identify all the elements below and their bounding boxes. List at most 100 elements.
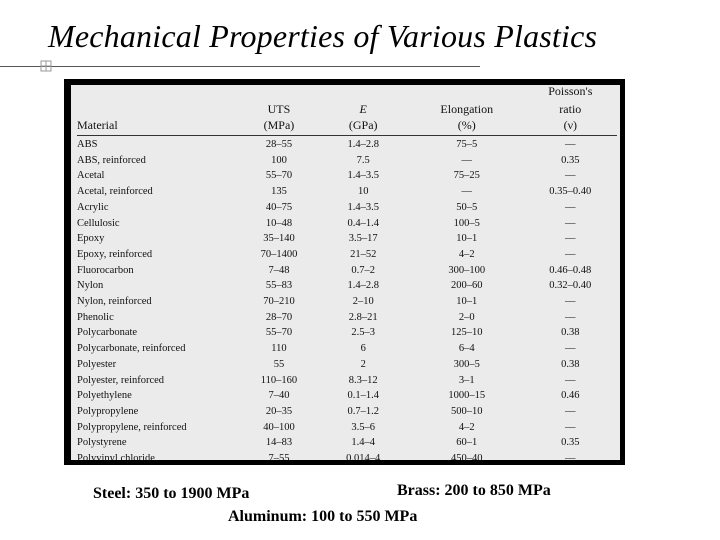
cell-e: 21–52 — [350, 248, 377, 260]
table-row: Acetal 55–70 1.4–3.5 75–25 — — [77, 168, 617, 184]
cell-poisson: — — [565, 296, 576, 308]
cell-elongation: 1000–15 — [448, 390, 486, 402]
cell-uts: 55–70 — [265, 327, 293, 339]
cell-material: Fluorocarbon — [77, 264, 134, 276]
header-uts-unit: (MPa) — [263, 118, 295, 132]
table-row: Epoxy, reinforced 70–1400 21–52 4–2 — — [77, 247, 617, 263]
header-elongation: Elongation — [440, 102, 494, 116]
cell-poisson: — — [565, 374, 576, 386]
header-poisson-line2: ratio — [559, 102, 582, 116]
header-uts: UTS — [267, 102, 291, 116]
cell-elongation: 50–5 — [456, 201, 478, 213]
table-row: Acrylic 40–75 1.4–3.5 50–5 — — [77, 200, 617, 216]
cell-uts: 20–35 — [265, 405, 293, 417]
table-row: Polycarbonate, reinforced 110 6 6–4 — — [77, 341, 617, 357]
cell-uts: 110–160 — [260, 374, 298, 386]
cell-material: Epoxy, reinforced — [77, 248, 153, 260]
cell-uts: 7–48 — [268, 264, 290, 276]
cell-poisson: — — [565, 170, 576, 182]
table-row: Epoxy 35–140 3.5–17 10–1 — — [77, 231, 617, 247]
title-divider — [0, 66, 480, 67]
cell-elongation: 500–10 — [450, 405, 483, 417]
header-poisson-line1: Poisson's — [548, 85, 593, 98]
slide-title: Mechanical Properties of Various Plastic… — [48, 18, 598, 54]
cell-uts: 70–210 — [263, 296, 295, 308]
cell-elongation: 75–5 — [456, 139, 478, 150]
brass-note: Brass: 200 to 850 MPa — [397, 482, 551, 499]
cell-e: 6 — [360, 343, 366, 355]
cell-e: 2.5–3 — [351, 327, 376, 339]
cell-poisson: — — [565, 201, 576, 213]
cell-material: Nylon — [77, 280, 104, 292]
cell-poisson: 0.46 — [561, 390, 580, 402]
cell-uts: 100 — [271, 154, 287, 166]
table-row: Fluorocarbon 7–48 0.7–2 300–100 0.46–0.48 — [77, 263, 617, 279]
cell-uts: 55 — [273, 358, 285, 370]
table-image-frame: Poisson's UTS E Elongation ratio Materia… — [64, 79, 625, 465]
cell-elongation: — — [461, 186, 472, 198]
cell-poisson: 0.35–0.40 — [549, 186, 592, 198]
header-elongation-unit: (%) — [457, 118, 476, 132]
header-e-unit: (GPa) — [348, 118, 378, 132]
cell-elongation: 2–0 — [458, 311, 475, 323]
table-body: ABS 28–55 1.4–2.8 75–5 — ABS, reinforced 100 7.… — [77, 137, 617, 460]
cell-e: 3.5–6 — [351, 421, 376, 433]
cell-material: Polyethylene — [77, 390, 132, 402]
cell-uts: 35–140 — [263, 233, 295, 245]
cell-poisson: — — [565, 421, 576, 433]
cell-uts: 40–100 — [263, 421, 295, 433]
cell-uts: 55–83 — [265, 280, 293, 292]
cell-e: 1.4–2.8 — [347, 139, 379, 150]
table-row: Polyvinyl chloride 7–55 0.014–4 450–40 — — [77, 451, 617, 460]
cell-elongation: 4–2 — [458, 421, 475, 433]
table-row: Nylon 55–83 1.4–2.8 200–60 0.32–0.40 — [77, 278, 617, 294]
cell-material: ABS — [77, 139, 98, 150]
cell-e: 0.1–1.4 — [347, 390, 379, 402]
cell-uts: 10–48 — [265, 217, 293, 229]
cell-e: 1.4–3.5 — [347, 170, 379, 182]
cell-material: Cellulosic — [77, 217, 120, 229]
cell-e: 10 — [357, 186, 369, 198]
cell-e: 2–10 — [352, 296, 374, 308]
cell-elongation: 125–10 — [450, 327, 483, 339]
cell-material: Polystyrene — [77, 437, 127, 449]
cell-elongation: 300–5 — [453, 358, 480, 370]
cell-material: Phenolic — [77, 311, 114, 323]
cell-e: 1.4–2.8 — [347, 280, 379, 292]
cell-material: Polyester — [77, 358, 117, 370]
cell-e: 3.5–17 — [348, 233, 378, 245]
table-row: Polycarbonate 55–70 2.5–3 125–10 0.38 — [77, 325, 617, 341]
cell-elongation: 4–2 — [458, 248, 475, 260]
cell-e: 8.3–12 — [348, 374, 378, 386]
cell-poisson: — — [565, 233, 576, 245]
table-row: ABS, reinforced 100 7.5 — 0.35 — [77, 153, 617, 169]
cell-poisson: 0.35 — [561, 154, 580, 166]
cell-uts: 7–40 — [268, 390, 290, 402]
cell-material: Epoxy — [77, 233, 105, 245]
cell-uts: 70–1400 — [260, 248, 298, 260]
plastics-properties-table: Poisson's UTS E Elongation ratio Materia… — [77, 85, 617, 460]
cell-e: 2.8–21 — [348, 311, 378, 323]
table-row: Polypropylene 20–35 0.7–1.2 500–10 — — [77, 404, 617, 420]
cell-uts: 28–55 — [265, 139, 293, 150]
cell-material: Polyvinyl chloride — [77, 453, 155, 460]
cell-material: Acetal — [77, 170, 105, 182]
cell-elongation: 10–1 — [456, 233, 478, 245]
divider-marker-icon — [40, 60, 52, 72]
table-row: Polyethylene 7–40 0.1–1.4 1000–15 0.46 — [77, 388, 617, 404]
aluminum-note: Aluminum: 100 to 550 MPa — [228, 508, 418, 525]
header-material: Material — [77, 118, 118, 132]
cell-elongation: 10–1 — [456, 296, 478, 308]
cell-material: Nylon, reinforced — [77, 296, 152, 308]
cell-e: 0.7–1.2 — [347, 405, 379, 417]
cell-poisson: 0.35 — [561, 437, 580, 449]
cell-elongation: 300–100 — [448, 264, 486, 276]
cell-e: 0.7–2 — [351, 264, 376, 276]
cell-uts: 28–70 — [265, 311, 293, 323]
table-header: Poisson's UTS E Elongation ratio Materia… — [77, 85, 617, 137]
cell-elongation: 200–60 — [450, 280, 483, 292]
table-row: Acetal, reinforced 135 10 — 0.35–0.40 — [77, 184, 617, 200]
table-row: Polyester, reinforced 110–160 8.3–12 3–1 — — [77, 373, 617, 389]
cell-material: Acetal, reinforced — [77, 186, 153, 198]
cell-material: ABS, reinforced — [77, 154, 146, 166]
